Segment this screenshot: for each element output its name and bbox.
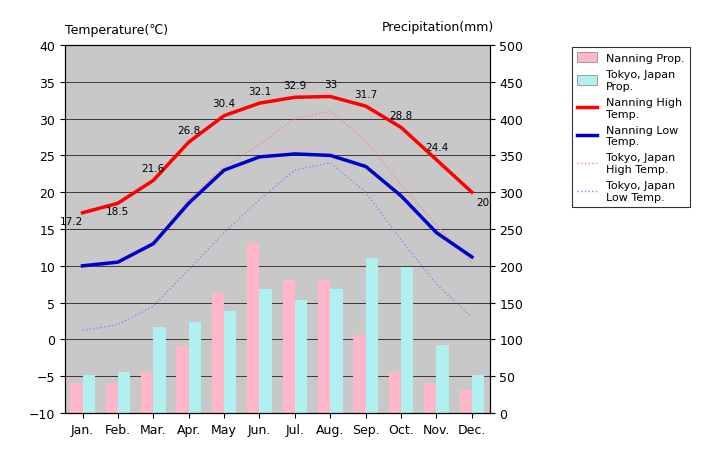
Text: 24.4: 24.4 <box>425 143 448 153</box>
Text: Temperature(℃): Temperature(℃) <box>65 24 168 37</box>
Bar <box>295 300 307 413</box>
Bar <box>83 375 95 413</box>
Text: 28.8: 28.8 <box>390 111 413 121</box>
Bar <box>212 293 224 413</box>
Bar <box>141 372 153 413</box>
Bar <box>354 335 366 413</box>
Bar <box>436 345 449 413</box>
Text: 30.4: 30.4 <box>212 99 235 109</box>
Text: 32.9: 32.9 <box>283 81 307 91</box>
Bar <box>176 346 189 413</box>
Bar <box>224 312 236 413</box>
Bar <box>401 268 413 413</box>
Bar <box>189 322 201 413</box>
Text: 31.7: 31.7 <box>354 90 377 100</box>
Text: 20: 20 <box>476 197 489 207</box>
Text: 17.2: 17.2 <box>60 217 84 227</box>
Bar <box>318 280 330 413</box>
Text: 18.5: 18.5 <box>107 207 130 217</box>
Text: 26.8: 26.8 <box>177 125 200 135</box>
Bar <box>153 327 166 413</box>
Bar <box>389 372 401 413</box>
Bar <box>424 383 436 413</box>
Legend: Nanning Prop., Tokyo, Japan
Prop., Nanning High
Temp., Nanning Low
Temp., Tokyo,: Nanning Prop., Tokyo, Japan Prop., Nanni… <box>572 48 690 208</box>
Bar <box>472 375 485 413</box>
Bar <box>366 259 378 413</box>
Bar <box>330 290 343 413</box>
Text: 32.1: 32.1 <box>248 87 271 96</box>
Bar <box>247 243 259 413</box>
Text: 33: 33 <box>324 80 337 90</box>
Bar <box>118 372 130 413</box>
Text: 21.6: 21.6 <box>142 164 165 174</box>
Text: Precipitation(mm): Precipitation(mm) <box>382 22 494 34</box>
Bar <box>106 383 118 413</box>
Bar <box>70 383 83 413</box>
Bar <box>282 280 295 413</box>
Bar <box>259 290 272 413</box>
Bar <box>459 390 472 413</box>
